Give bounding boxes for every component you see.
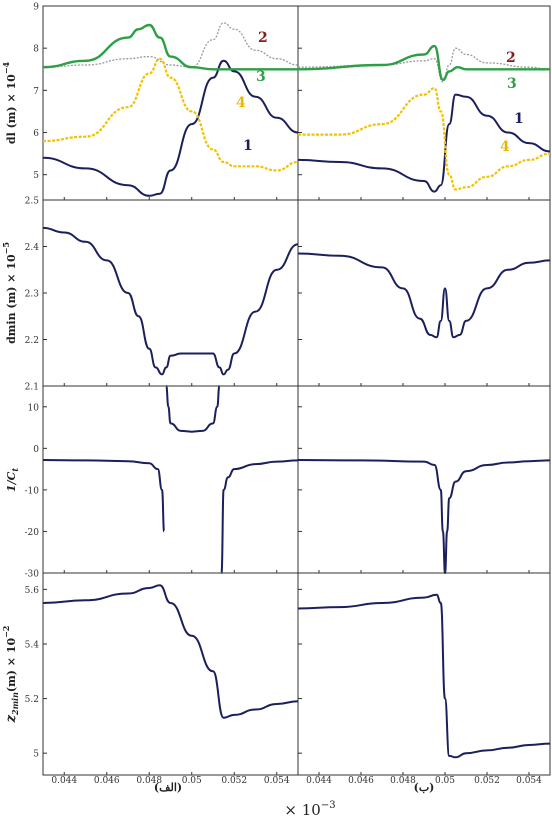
series-row1-left-3 bbox=[42, 23, 298, 71]
y-tick-label-r2: 2.5 bbox=[25, 197, 40, 207]
ticks-layer bbox=[43, 5, 530, 775]
x-tick-label-c1: 0.054 bbox=[264, 776, 290, 786]
x-tick-label-c1: 0.052 bbox=[221, 776, 247, 786]
legend-number-right-2: 2 bbox=[506, 50, 516, 66]
panel-frame-r4-c2 bbox=[297, 572, 551, 776]
y-tick-label-r1: 6 bbox=[33, 129, 39, 139]
y-tick-label-r1: 8 bbox=[33, 45, 39, 55]
y-tick-label-r1: 5 bbox=[33, 171, 39, 181]
series-row1-right-1 bbox=[297, 93, 551, 193]
x-tick-label-c2: 0.052 bbox=[474, 776, 500, 786]
y-axis-label-r3: 1/Ct bbox=[5, 468, 20, 492]
legend-number-right-1: 1 bbox=[514, 111, 524, 127]
y-tick-label-r3: 10 bbox=[28, 403, 40, 413]
x-tick-label-c1: 0.044 bbox=[51, 776, 77, 786]
legend-number-left-1: 1 bbox=[243, 138, 253, 154]
x-tick-label-c1: 0.05 bbox=[182, 776, 202, 786]
panel-frame-r2-c1 bbox=[42, 199, 299, 387]
y-tick-label-r4: 5.4 bbox=[25, 640, 40, 650]
legend-number-left-2: 2 bbox=[258, 30, 268, 46]
x-tick-label-c2: 0.05 bbox=[435, 776, 455, 786]
y-tick-label-r3: 0 bbox=[33, 445, 39, 455]
y-axis-label-text: dmin (m) × 10−5 bbox=[1, 242, 18, 344]
series-row1-left-4 bbox=[42, 57, 299, 172]
y-tick-label-r3: -10 bbox=[25, 486, 40, 496]
y-axis-label-text: dl (m) × 10−4 bbox=[1, 61, 18, 144]
panel-label-left: (الف) bbox=[154, 781, 182, 794]
x-tick-label-c2: 0.044 bbox=[306, 776, 332, 786]
x-tick-label-c1: 0.048 bbox=[136, 776, 162, 786]
y-tick-label-r4: 5 bbox=[33, 750, 39, 760]
panel-frame-r3-c2 bbox=[297, 385, 551, 574]
panel-frame-r1-c2 bbox=[297, 5, 551, 201]
y-axis-label-r4: z2min(m) × 10−2 bbox=[1, 626, 20, 724]
series-row3-left-1 bbox=[42, 459, 166, 533]
series-row4-right-1 bbox=[297, 593, 551, 759]
x-tick-label-c2: 0.048 bbox=[390, 776, 416, 786]
y-tick-label-r3: -30 bbox=[25, 570, 40, 580]
series-row4-left-1 bbox=[42, 584, 299, 719]
y-axis-label-text: z2min(m) × 10−2 bbox=[1, 626, 20, 724]
curves-layer bbox=[42, 22, 551, 759]
series-row3-left-3 bbox=[220, 459, 299, 574]
labels-layer: 5 6 7 8 9 2.1 2.2 2.3 2.4 2.5 10 0 -10 -20 -30 5 5.2 5.4 5… bbox=[1, 3, 542, 787]
x-tick-label-c2: 0.046 bbox=[348, 776, 374, 786]
y-tick-label-r2: 2.4 bbox=[25, 243, 40, 253]
y-tick-label-r1: 9 bbox=[33, 3, 39, 13]
panel-label-right: (ب) bbox=[414, 781, 435, 794]
legend-number-left-4: 4 bbox=[236, 95, 246, 111]
y-tick-label-r4: 5.2 bbox=[25, 695, 39, 705]
y-axis-label-text: 1/Ct bbox=[5, 468, 20, 492]
panel-frames bbox=[42, 5, 551, 776]
y-axis-label-r1: dl (m) × 10−4 bbox=[1, 61, 18, 144]
series-row2-left-1 bbox=[42, 226, 299, 376]
series-row3-left-2 bbox=[165, 385, 221, 433]
y-tick-label-r3: -20 bbox=[25, 528, 40, 538]
series-row2-right-1 bbox=[297, 252, 551, 339]
legend-number-right-3: 3 bbox=[507, 76, 517, 92]
legend-number-left-3: 3 bbox=[256, 69, 266, 85]
y-tick-label-r2: 2.3 bbox=[25, 290, 40, 300]
y-tick-label-r2: 2.2 bbox=[25, 336, 39, 346]
series-row1-right-4 bbox=[298, 87, 551, 191]
legend-number-right-4: 4 bbox=[500, 139, 510, 155]
y-axis-label-r2: dmin (m) × 10−5 bbox=[1, 242, 18, 344]
x-multiplier: × 10−3 bbox=[284, 800, 335, 819]
series-row1-right-3 bbox=[297, 44, 550, 82]
x-tick-label-c2: 0.054 bbox=[516, 776, 542, 786]
y-tick-label-r2: 2.1 bbox=[25, 383, 39, 393]
series-row1-left-2 bbox=[42, 22, 299, 68]
y-tick-label-r4: 5.6 bbox=[25, 586, 40, 596]
series-row1-left-1 bbox=[42, 59, 299, 197]
series-row3-right-1 bbox=[297, 459, 551, 575]
x-tick-label-c1: 0.046 bbox=[94, 776, 120, 786]
panel-frame-r2-c2 bbox=[297, 199, 551, 387]
series-row1-right-2 bbox=[297, 47, 551, 83]
y-tick-label-r1: 7 bbox=[33, 87, 39, 97]
panel-frame-r3-c1 bbox=[42, 385, 299, 574]
